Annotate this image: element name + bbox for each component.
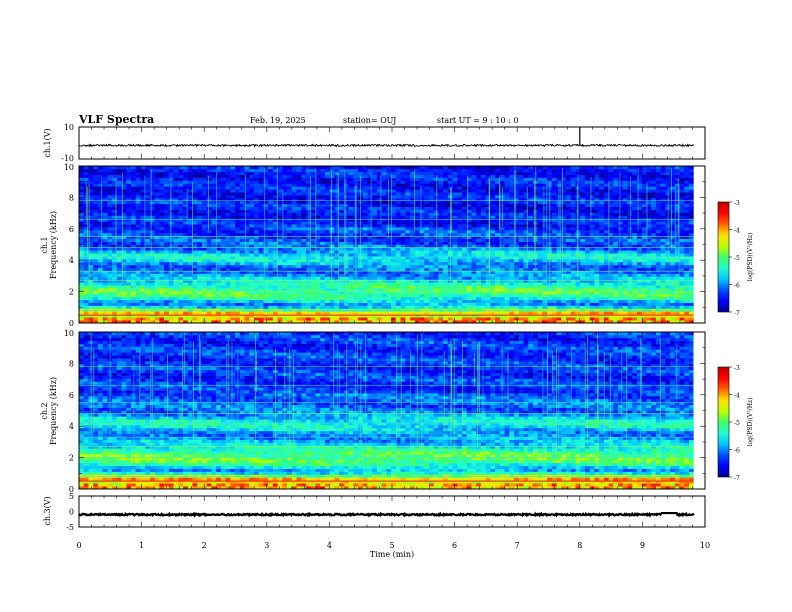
ch3-ylabel: ch.3(V) xyxy=(43,496,52,525)
ch1-spectrogram-ticks xyxy=(79,165,705,324)
ch1-freq-tick-4: 4 xyxy=(69,256,74,265)
ch1-cbar-tick-m5: -5 xyxy=(734,255,740,262)
date-label: Feb. 19, 2025 xyxy=(250,116,306,125)
time-tick-1: 1 xyxy=(139,541,144,550)
ch1-cbar-tick-m7: -7 xyxy=(734,310,740,317)
ch1-ylabel-frequency: Frequency (kHz) xyxy=(49,211,58,279)
ch1-colorbar-ticks xyxy=(729,201,732,313)
ch2-colorbar-gradient xyxy=(717,366,730,478)
start-ut-label: start UT = 9 : 10 : 0 xyxy=(437,116,518,125)
ch2-spectrogram-panel: 0 2 4 6 8 10 ch.2 Frequency (kHz) xyxy=(40,329,706,494)
time-axis: 0 1 2 3 4 5 6 7 8 9 10 Time (min) xyxy=(76,127,710,559)
ch2-ylabel-channel: ch.2 xyxy=(40,402,49,419)
time-tick-10: 10 xyxy=(700,541,710,550)
ch1-ytick-top: 10 xyxy=(64,123,74,132)
ch1-colorbar-gradient xyxy=(717,201,730,313)
ch2-freq-tick-4: 4 xyxy=(69,422,74,431)
ch1-ylabel-channel: ch.1 xyxy=(40,236,49,253)
ch2-freq-tick-8: 8 xyxy=(69,359,74,368)
ch3-ytick-bottom: -5 xyxy=(66,523,74,532)
ch2-cbar-tick-m4: -4 xyxy=(734,393,740,400)
ch2-cbar-tick-m5: -5 xyxy=(734,420,740,427)
ch1-spectrogram-panel: 0 2 4 6 8 10 ch.1 Frequency (kHz) xyxy=(40,163,706,328)
ch1-freq-tick-0: 0 xyxy=(69,319,74,328)
ch2-cbar-tick-m6: -6 xyxy=(734,448,740,455)
time-tick-0: 0 xyxy=(76,541,81,550)
ch1-freq-tick-6: 6 xyxy=(69,225,74,234)
time-tick-5: 5 xyxy=(389,541,394,550)
ch1-freq-tick-10: 10 xyxy=(64,163,74,172)
ch2-colorbar: -3 -4 -5 -6 -7 log(PSD)(V²/Hz) xyxy=(717,365,754,482)
ch2-spectrogram-image xyxy=(79,332,705,490)
ch2-spectrogram-ticks xyxy=(79,331,705,490)
ch2-cbar-tick-m7: -7 xyxy=(734,475,740,482)
time-tick-6: 6 xyxy=(452,541,457,550)
ch2-ylabel-frequency: Frequency (kHz) xyxy=(49,377,58,445)
time-tick-4: 4 xyxy=(327,541,332,550)
ch1-spectrogram-image xyxy=(79,166,705,324)
ch2-cbar-tick-m3: -3 xyxy=(734,365,740,372)
ch1-waveform-panel: 10 -10 ch.1(V) xyxy=(43,123,706,163)
station-label: station= OUJ xyxy=(343,116,396,125)
time-tick-3: 3 xyxy=(264,541,269,550)
ch1-freq-tick-2: 2 xyxy=(69,288,74,297)
ch1-ytick-bottom: -10 xyxy=(61,154,74,163)
ch1-freq-tick-8: 8 xyxy=(69,193,74,202)
figure-header: VLF Spectra Feb. 19, 2025 station= OUJ s… xyxy=(78,113,518,126)
ch2-freq-tick-0: 0 xyxy=(69,485,74,494)
ch1-waveform-plot xyxy=(78,127,695,148)
ch2-colorbar-label: log(PSD)(V²/Hz) xyxy=(747,398,754,447)
ch1-ylabel: ch.1(V) xyxy=(43,128,52,157)
ch2-freq-tick-2: 2 xyxy=(69,454,74,463)
ch1-cbar-tick-m3: -3 xyxy=(734,200,740,207)
time-axis-label: Time (min) xyxy=(370,550,414,559)
time-tick-8: 8 xyxy=(577,541,582,550)
ch2-freq-tick-6: 6 xyxy=(69,391,74,400)
ch3-ytick-top: 5 xyxy=(69,492,74,501)
figure-title: VLF Spectra xyxy=(78,113,154,126)
ch1-colorbar: -3 -4 -5 -6 -7 log(PSD)(V²/Hz) xyxy=(717,200,754,317)
ch1-colorbar-label: log(PSD)(V²/Hz) xyxy=(747,233,754,282)
time-tick-2: 2 xyxy=(202,541,207,550)
ch1-cbar-tick-m6: -6 xyxy=(734,283,740,290)
ch1-cbar-tick-m4: -4 xyxy=(734,228,740,235)
ch3-waveform-plot xyxy=(78,511,695,518)
time-tick-7: 7 xyxy=(515,541,520,550)
ch3-waveform-panel: 5 0 -5 ch.3(V) xyxy=(43,492,706,532)
time-axis-ticks xyxy=(78,127,706,527)
ch2-freq-tick-10: 10 xyxy=(64,329,74,338)
time-tick-9: 9 xyxy=(640,541,645,550)
ch2-colorbar-ticks xyxy=(729,366,732,478)
ch3-ytick-mid: 0 xyxy=(69,508,74,517)
